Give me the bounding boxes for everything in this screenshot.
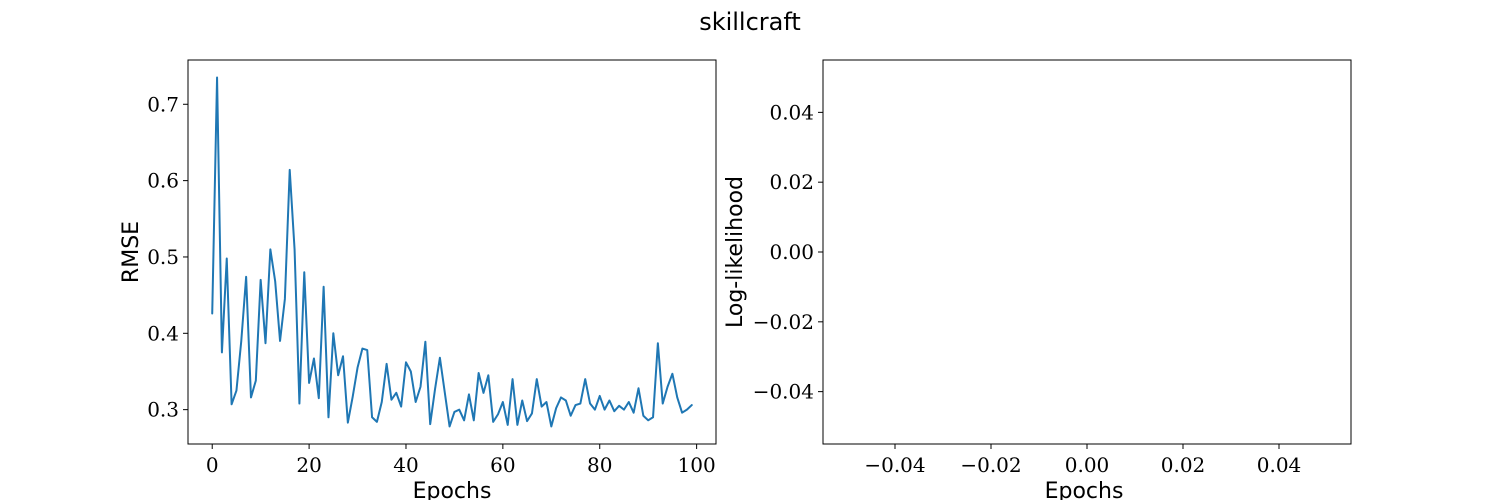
rmse-y-tick-label: 0.5 [147,245,179,269]
rmse-axes: 0 20 40 60 80 100 0.3 0.4 0.5 0.6 0.7 Epochs RMSE [119,59,717,500]
loglik-x-tick-label: −0.04 [864,453,925,477]
rmse-x-tick-label: 60 [490,453,515,477]
loglik-y-tick-label: −0.04 [753,380,814,404]
loglik-x-ticks: −0.04 −0.02 0.00 0.02 0.04 [864,444,1301,477]
loglik-y-tick-label: −0.02 [753,310,814,334]
rmse-x-ticks: 0 20 40 60 80 100 [206,444,716,477]
rmse-y-ticks: 0.3 0.4 0.5 0.6 0.7 [147,92,188,422]
rmse-x-tick-label: 0 [206,453,219,477]
rmse-y-tick-label: 0.3 [147,398,179,422]
rmse-x-tick-label: 20 [296,453,321,477]
loglik-x-tick-label: 0.00 [1065,453,1110,477]
rmse-x-tick-label: 100 [678,453,716,477]
rmse-x-axis-label: Epochs [413,479,492,500]
rmse-y-axis-label: RMSE [119,221,144,283]
rmse-y-tick-label: 0.7 [147,92,179,116]
loglik-x-tick-label: 0.04 [1257,453,1302,477]
loglik-y-ticks: 0.04 0.02 0.00 −0.02 −0.04 [753,100,823,404]
loglik-y-tick-label: 0.04 [769,100,814,124]
figure-title: skillcraft [699,8,801,36]
rmse-x-tick-label: 80 [587,453,612,477]
loglik-axes-frame [822,59,1352,445]
loglik-y-tick-label: 0.02 [769,170,814,194]
rmse-axes-frame [187,59,717,445]
loglik-x-axis-label: Epochs [1045,479,1124,500]
loglik-y-tick-label: 0.00 [769,240,814,264]
rmse-series-line [211,76,693,428]
loglik-x-tick-label: −0.02 [960,453,1021,477]
loglik-x-tick-label: 0.02 [1161,453,1206,477]
loglik-axes: −0.04 −0.02 0.00 0.02 0.04 0.04 0.02 0.00 −0.02… [723,59,1352,500]
rmse-x-tick-label: 40 [393,453,418,477]
loglik-y-axis-label: Log-likelihood [723,176,748,328]
rmse-y-tick-label: 0.4 [147,321,179,345]
rmse-y-tick-label: 0.6 [147,169,179,193]
